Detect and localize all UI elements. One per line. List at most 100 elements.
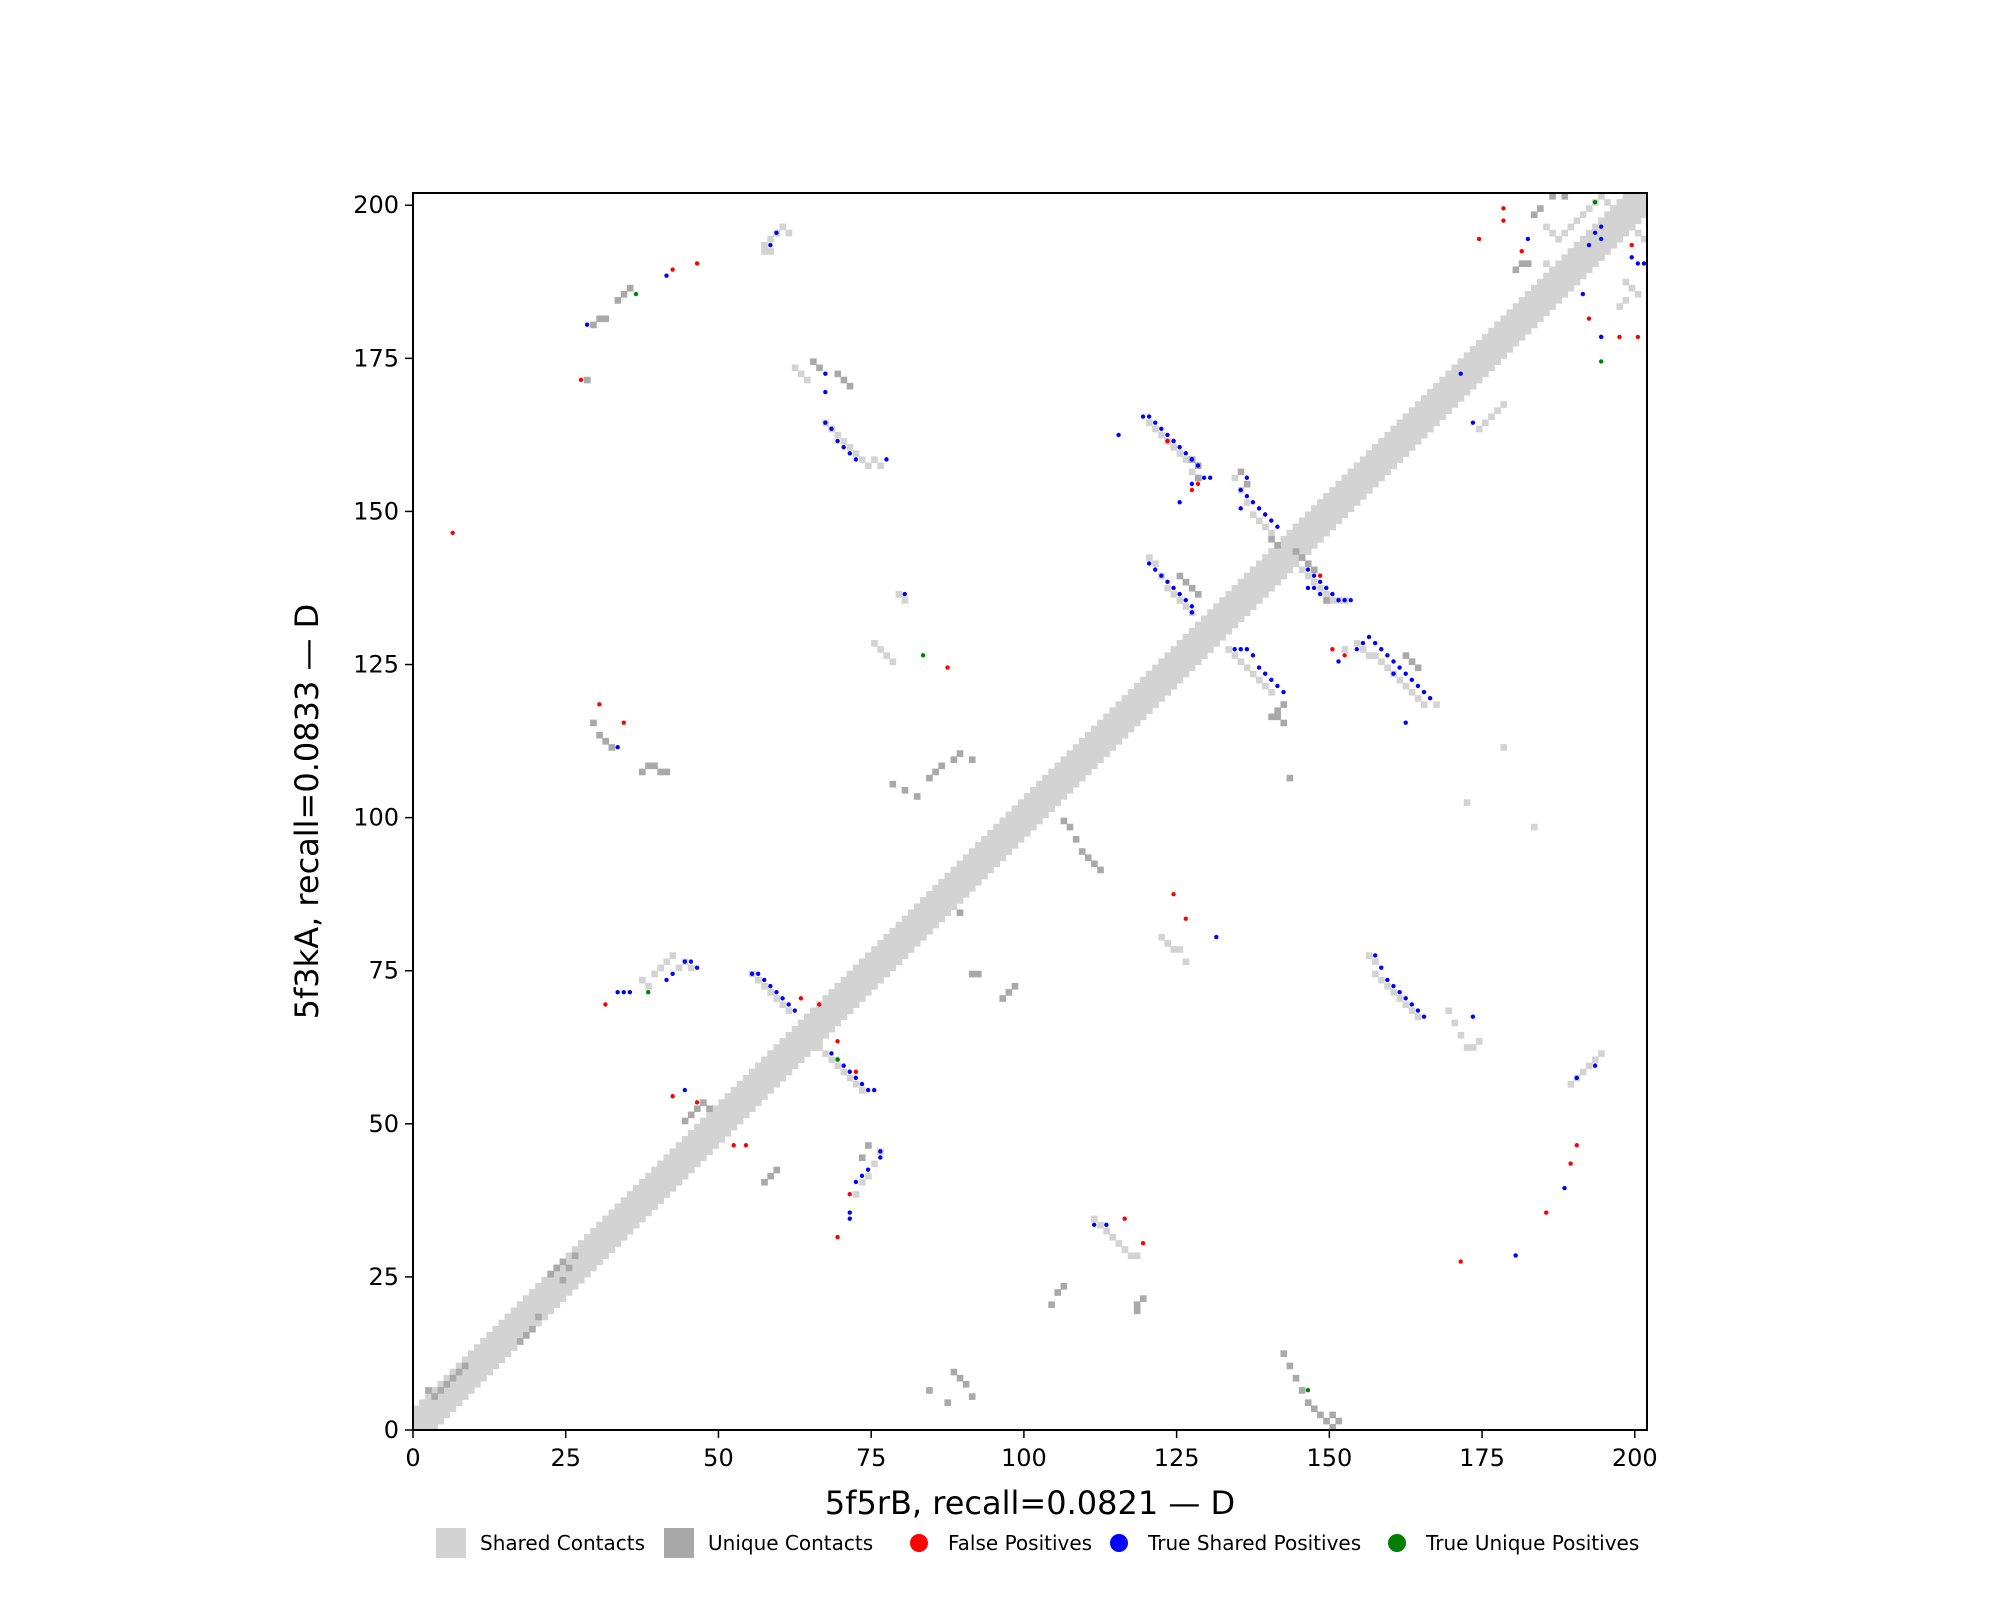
- diagonal-contact-cell: [1488, 327, 1495, 335]
- diagonal-contact-cell: [608, 1227, 616, 1235]
- diagonal-contact-cell: [1188, 658, 1196, 666]
- diagonal-contact-cell: [1036, 811, 1043, 819]
- shared-contact-cell: [858, 1087, 866, 1094]
- diagonal-contact-cell: [1036, 780, 1043, 788]
- diagonal-contact-cell: [700, 1142, 707, 1149]
- diagonal-contact-cell: [1439, 407, 1446, 414]
- unique-contact-cell: [938, 762, 945, 770]
- diagonal-contact-cell: [1127, 707, 1135, 715]
- unique-contact-cell: [425, 1387, 432, 1394]
- diagonal-contact-cell: [1488, 333, 1495, 341]
- diagonal-contact-cell: [1347, 480, 1355, 488]
- x-tick-label: 50: [703, 1444, 734, 1472]
- diagonal-contact-cell: [1628, 193, 1636, 200]
- diagonal-contact-cell: [901, 933, 909, 941]
- diagonal-contact-cell: [437, 1393, 445, 1400]
- true-shared-positive-point: [1385, 977, 1390, 983]
- shared-contact-cell: [1170, 591, 1178, 598]
- diagonal-contact-cell: [1133, 701, 1141, 708]
- diagonal-contact-cell: [1091, 756, 1098, 764]
- diagonal-contact-cell: [1146, 707, 1153, 715]
- diagonal-contact-cell: [1072, 762, 1080, 770]
- diagonal-contact-cell: [1402, 425, 1410, 433]
- true-shared-positive-point: [1177, 591, 1182, 597]
- diagonal-contact-cell: [1054, 793, 1062, 800]
- diagonal-contact-cell: [816, 1031, 823, 1039]
- shared-contact-cell: [1604, 199, 1611, 206]
- diagonal-contact-cell: [883, 970, 890, 978]
- shared-contact-cell: [785, 1007, 793, 1015]
- diagonal-contact-cell: [1115, 731, 1123, 739]
- false-positive-point: [694, 1100, 700, 1105]
- diagonal-contact-cell: [846, 989, 854, 996]
- true-shared-positive-point: [1311, 585, 1317, 591]
- true-shared-positive-point: [621, 989, 626, 995]
- diagonal-contact-cell: [1469, 382, 1477, 390]
- diagonal-contact-cell: [529, 1319, 536, 1327]
- diagonal-contact-cell: [1311, 529, 1318, 537]
- diagonal-contact-cell: [1286, 535, 1294, 543]
- diagonal-contact-cell: [791, 1038, 799, 1045]
- diagonal-contact-cell: [828, 995, 836, 1002]
- diagonal-contact-cell: [761, 1087, 768, 1094]
- diagonal-contact-cell: [1115, 738, 1123, 745]
- shared-contact-cell: [651, 970, 658, 978]
- diagonal-contact-cell: [748, 1068, 756, 1076]
- diagonal-contact-cell: [1139, 676, 1147, 684]
- diagonal-contact-cell: [1524, 327, 1532, 335]
- diagonal-contact-cell: [1530, 321, 1538, 329]
- diagonal-contact-cell: [1164, 664, 1172, 672]
- diagonal-contact-cell: [1103, 719, 1110, 727]
- diagonal-contact-cell: [779, 1050, 787, 1057]
- diagonal-contact-cell: [1249, 584, 1257, 592]
- shared-contact-cell: [1231, 652, 1239, 659]
- x-tick-label: 100: [1001, 1444, 1047, 1472]
- diagonal-contact-cell: [1530, 290, 1538, 298]
- diagonal-contact-cell: [1518, 327, 1526, 335]
- diagonal-contact-cell: [883, 952, 890, 959]
- diagonal-contact-cell: [871, 952, 878, 959]
- false-positive-point: [450, 530, 455, 536]
- diagonal-contact-cell: [1561, 266, 1569, 274]
- diagonal-contact-cell: [425, 1393, 432, 1400]
- diagonal-contact-cell: [1017, 805, 1025, 812]
- diagonal-contact-cell: [1194, 621, 1202, 629]
- true-shared-positive-point: [859, 1081, 865, 1087]
- diagonal-contact-cell: [1365, 456, 1373, 463]
- unique-contact-cell: [834, 370, 842, 378]
- diagonal-contact-cell: [596, 1234, 603, 1241]
- diagonal-contact-cell: [730, 1099, 738, 1106]
- shared-contact-cell: [840, 437, 848, 445]
- y-tick-label: 200: [353, 191, 399, 219]
- shared-contact-cell: [1500, 744, 1507, 751]
- unique-contact-cell: [1402, 652, 1410, 659]
- diagonal-contact-cell: [431, 1405, 438, 1413]
- diagonal-contact-cell: [663, 1172, 671, 1180]
- true-shared-positive-point: [1262, 512, 1268, 517]
- diagonal-contact-cell: [1347, 505, 1355, 512]
- diagonal-contact-cell: [602, 1240, 609, 1247]
- shared-contact-cell: [1451, 1019, 1459, 1027]
- diagonal-contact-cell: [742, 1087, 750, 1094]
- false-positive-point: [731, 1143, 736, 1148]
- false-positive-point: [1501, 206, 1506, 211]
- diagonal-contact-cell: [1011, 842, 1019, 849]
- true-shared-positive-point: [1372, 640, 1378, 646]
- diagonal-contact-cell: [486, 1338, 493, 1345]
- diagonal-contact-cell: [797, 1019, 805, 1027]
- shared-contact-cell: [1365, 952, 1373, 959]
- diagonal-contact-cell: [1408, 425, 1416, 433]
- diagonal-contact-cell: [1384, 431, 1391, 439]
- diagonal-contact-cell: [1103, 738, 1110, 745]
- diagonal-contact-cell: [913, 921, 921, 929]
- unique-contact-cell: [1408, 658, 1416, 666]
- diagonal-contact-cell: [1561, 272, 1569, 280]
- diagonal-contact-cell: [1066, 750, 1074, 757]
- true-unique-positive-point: [1598, 359, 1604, 364]
- diagonal-contact-cell: [1097, 744, 1104, 751]
- shared-contact-cell: [767, 235, 774, 243]
- diagonal-contact-cell: [938, 897, 945, 904]
- diagonal-contact-cell: [1524, 290, 1532, 298]
- diagonal-contact-cell: [1182, 670, 1190, 678]
- diagonal-contact-cell: [1537, 290, 1544, 298]
